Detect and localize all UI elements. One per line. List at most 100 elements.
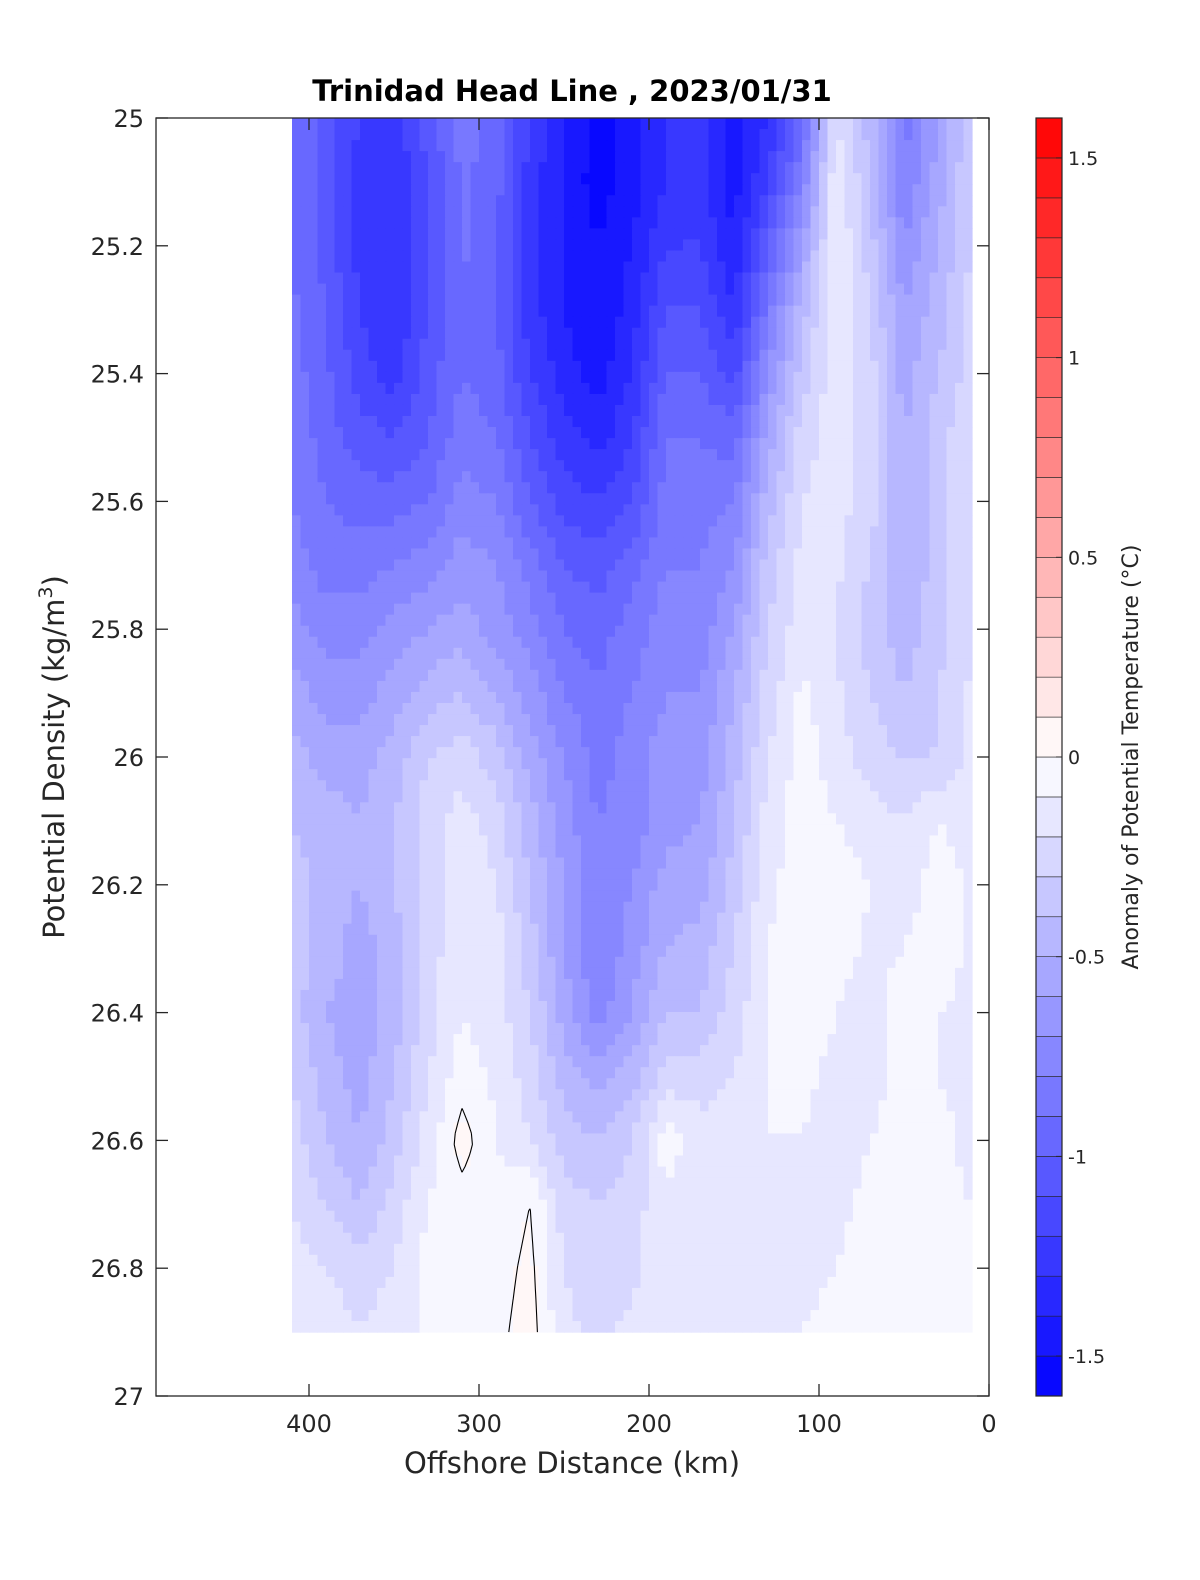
contour-cell (938, 581, 948, 594)
contour-cell (436, 162, 446, 174)
contour-cell (385, 625, 395, 638)
contour-cell (717, 647, 727, 660)
contour-cell (946, 702, 956, 715)
contour-cell (343, 658, 353, 671)
contour-cell (598, 239, 608, 252)
contour-cell (870, 283, 880, 296)
contour-cell (963, 371, 973, 384)
contour-cell (436, 714, 446, 726)
contour-cell (742, 228, 752, 241)
contour-cell (878, 294, 888, 307)
contour-cell (632, 559, 642, 572)
contour-cell (419, 680, 429, 693)
contour-cell (904, 261, 914, 274)
contour-cell (606, 725, 616, 737)
contour-cell (428, 151, 438, 163)
contour-cell (470, 570, 480, 583)
contour-cell (725, 316, 735, 329)
contour-cell (810, 780, 820, 792)
contour-cell (768, 118, 778, 130)
contour-cell (666, 217, 676, 229)
contour-cell (776, 151, 786, 163)
contour-cell (334, 228, 344, 241)
contour-cell (547, 338, 557, 351)
contour-cell (419, 493, 429, 505)
contour-cell (479, 504, 489, 516)
contour-cell (598, 548, 608, 561)
contour-cell (445, 162, 455, 174)
contour-cell (861, 206, 871, 218)
contour-cell (768, 371, 778, 384)
contour-cell (462, 570, 472, 583)
contour-cell (674, 625, 684, 638)
contour-cell (887, 515, 897, 527)
contour-cell (666, 680, 676, 693)
contour-cell (436, 504, 446, 516)
contour-cell (734, 360, 744, 373)
contour-cell (589, 559, 599, 572)
contour-cell (963, 305, 973, 318)
contour-cell (878, 581, 888, 594)
contour-cell (700, 283, 710, 296)
contour-cell (292, 482, 302, 494)
contour-cell (317, 736, 327, 748)
contour-cell (878, 548, 888, 561)
contour-cell (470, 548, 480, 561)
contour-cell (555, 581, 565, 594)
contour-cell (708, 559, 718, 572)
contour-cell (683, 316, 693, 329)
contour-cell (453, 581, 463, 594)
contour-cell (462, 658, 472, 671)
contour-cell (317, 669, 327, 682)
contour-cell (955, 427, 965, 439)
contour-cell (921, 526, 931, 539)
contour-cell (555, 725, 565, 737)
contour-cell (887, 338, 897, 351)
contour-cell (759, 438, 769, 450)
contour-cell (810, 736, 820, 748)
contour-cell (309, 272, 319, 285)
contour-cell (725, 471, 735, 483)
contour-cell (623, 261, 633, 274)
contour-cell (317, 140, 327, 152)
contour-cell (394, 526, 404, 539)
contour-cell (827, 636, 837, 649)
contour-cell (853, 504, 863, 516)
contour-cell (921, 559, 931, 572)
contour-cell (810, 725, 820, 737)
contour-cell (759, 747, 769, 759)
contour-cell (326, 791, 336, 803)
contour-cell (504, 548, 514, 561)
contour-cell (530, 548, 540, 561)
contour-cell (343, 217, 353, 229)
contour-cell (700, 702, 710, 715)
contour-cell (742, 791, 752, 803)
contour-cell (581, 206, 591, 218)
contour-cell (921, 548, 931, 561)
contour-cell (853, 151, 863, 163)
contour-cell (470, 129, 480, 141)
contour-cell (445, 349, 455, 362)
contour-cell (946, 416, 956, 428)
contour-cell (946, 482, 956, 494)
contour-cell (309, 504, 319, 516)
contour-cell (734, 305, 744, 318)
contour-cell (606, 548, 616, 561)
contour-cell (759, 515, 769, 527)
contour-cell (496, 250, 506, 263)
contour-cell (895, 416, 905, 428)
contour-cell (819, 184, 829, 196)
contour-cell (878, 725, 888, 737)
contour-cell (419, 669, 429, 682)
contour-cell (708, 151, 718, 163)
contour-cell (921, 404, 931, 417)
contour-cell (683, 250, 693, 263)
contour-cell (759, 118, 769, 130)
contour-cell (904, 228, 914, 241)
contour-cell (759, 129, 769, 141)
contour-cell (768, 658, 778, 671)
contour-cell (742, 725, 752, 737)
contour-cell (470, 614, 480, 627)
contour-cell (963, 758, 973, 770)
contour-cell (360, 460, 370, 472)
